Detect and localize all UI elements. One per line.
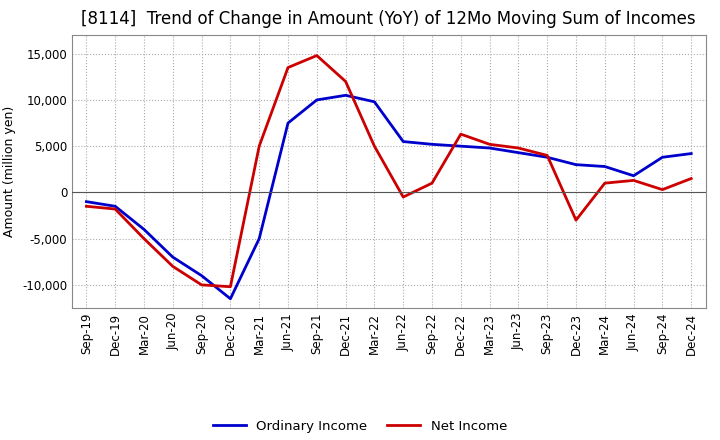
Ordinary Income <box>255 236 264 241</box>
Title: [8114]  Trend of Change in Amount (YoY) of 12Mo Moving Sum of Incomes: [8114] Trend of Change in Amount (YoY) o… <box>81 10 696 28</box>
Ordinary Income <box>572 162 580 167</box>
Ordinary Income <box>226 296 235 301</box>
Ordinary Income <box>428 142 436 147</box>
Net Income <box>341 79 350 84</box>
Net Income <box>600 180 609 186</box>
Net Income <box>456 132 465 137</box>
Net Income <box>140 236 148 241</box>
Net Income <box>399 194 408 200</box>
Ordinary Income <box>111 204 120 209</box>
Legend: Ordinary Income, Net Income: Ordinary Income, Net Income <box>207 414 513 438</box>
Ordinary Income <box>600 164 609 169</box>
Line: Net Income: Net Income <box>86 55 691 287</box>
Net Income <box>658 187 667 192</box>
Net Income <box>284 65 292 70</box>
Ordinary Income <box>514 150 523 155</box>
Net Income <box>428 180 436 186</box>
Net Income <box>226 284 235 290</box>
Ordinary Income <box>140 227 148 232</box>
Net Income <box>168 264 177 269</box>
Net Income <box>312 53 321 58</box>
Ordinary Income <box>456 143 465 149</box>
Net Income <box>572 217 580 223</box>
Ordinary Income <box>312 97 321 103</box>
Ordinary Income <box>341 93 350 98</box>
Ordinary Income <box>284 121 292 126</box>
Net Income <box>82 204 91 209</box>
Ordinary Income <box>658 154 667 160</box>
Ordinary Income <box>687 151 696 156</box>
Net Income <box>543 153 552 158</box>
Net Income <box>629 178 638 183</box>
Ordinary Income <box>485 145 494 150</box>
Y-axis label: Amount (million yen): Amount (million yen) <box>4 106 17 237</box>
Net Income <box>485 142 494 147</box>
Ordinary Income <box>168 254 177 260</box>
Ordinary Income <box>197 273 206 278</box>
Net Income <box>370 143 379 149</box>
Net Income <box>111 206 120 212</box>
Net Income <box>197 282 206 287</box>
Net Income <box>514 145 523 150</box>
Line: Ordinary Income: Ordinary Income <box>86 95 691 299</box>
Net Income <box>687 176 696 181</box>
Ordinary Income <box>543 154 552 160</box>
Ordinary Income <box>399 139 408 144</box>
Ordinary Income <box>370 99 379 104</box>
Ordinary Income <box>629 173 638 178</box>
Net Income <box>255 143 264 149</box>
Ordinary Income <box>82 199 91 204</box>
